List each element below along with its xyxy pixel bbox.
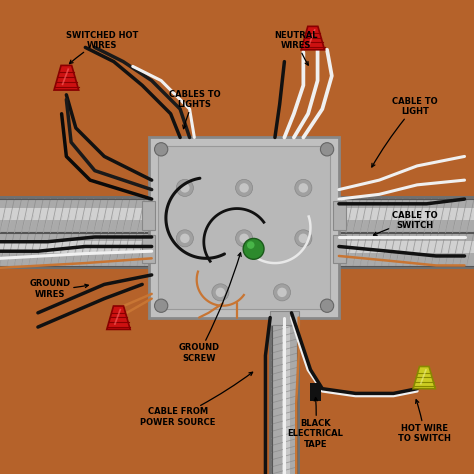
Bar [310,383,321,401]
Polygon shape [339,196,474,236]
Circle shape [180,234,190,243]
Circle shape [176,179,193,196]
Polygon shape [0,232,152,266]
Polygon shape [339,229,474,269]
Polygon shape [272,318,297,474]
Circle shape [180,183,190,192]
Polygon shape [0,199,152,233]
Text: CABLES TO
LIGHTS: CABLES TO LIGHTS [169,90,220,128]
Text: NEUTRAL
WIRES: NEUTRAL WIRES [274,31,318,65]
FancyBboxPatch shape [158,146,330,309]
Polygon shape [339,232,474,266]
Bar [142,235,155,263]
Polygon shape [339,199,474,233]
Circle shape [236,179,253,196]
Polygon shape [339,208,474,219]
Polygon shape [413,366,435,389]
Polygon shape [0,196,152,236]
Circle shape [295,230,312,247]
Circle shape [320,299,334,312]
Circle shape [320,143,334,156]
Bar [333,201,346,230]
Circle shape [243,238,264,259]
Text: GROUND
WIRES: GROUND WIRES [29,280,88,299]
Bar [270,311,299,325]
Text: CABLE FROM
POWER SOURCE: CABLE FROM POWER SOURCE [140,372,253,427]
Circle shape [155,299,168,312]
Circle shape [247,241,255,249]
Bar [142,201,155,230]
Circle shape [216,288,225,297]
Circle shape [236,230,253,247]
Circle shape [239,183,249,192]
Polygon shape [339,241,474,253]
Polygon shape [54,65,79,90]
Circle shape [176,230,193,247]
Polygon shape [269,318,300,474]
Circle shape [299,183,308,192]
Polygon shape [301,27,325,50]
Text: CABLE TO
SWITCH: CABLE TO SWITCH [374,211,438,235]
Polygon shape [0,208,152,219]
Circle shape [212,284,229,301]
Circle shape [277,288,287,297]
Polygon shape [0,241,152,253]
Circle shape [273,284,291,301]
Polygon shape [282,318,291,474]
Text: GROUND
SCREW: GROUND SCREW [179,253,241,363]
Bar [333,235,346,263]
Text: HOT WIRE
TO SWITCH: HOT WIRE TO SWITCH [398,400,451,443]
Text: BLACK
ELECTRICAL
TAPE: BLACK ELECTRICAL TAPE [287,398,343,448]
Text: SWITCHED HOT
WIRES: SWITCHED HOT WIRES [66,31,138,64]
Circle shape [239,234,249,243]
Circle shape [299,234,308,243]
Polygon shape [107,306,130,329]
Text: CABLE TO
LIGHT: CABLE TO LIGHT [372,97,438,167]
Circle shape [155,143,168,156]
Circle shape [295,179,312,196]
FancyBboxPatch shape [149,137,339,318]
Polygon shape [0,229,152,269]
